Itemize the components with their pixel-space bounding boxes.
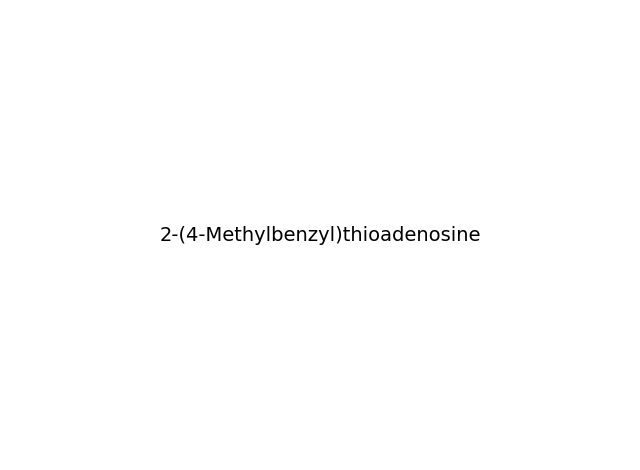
Text: 2-(4-Methylbenzyl)thioadenosine: 2-(4-Methylbenzyl)thioadenosine [159,226,481,244]
